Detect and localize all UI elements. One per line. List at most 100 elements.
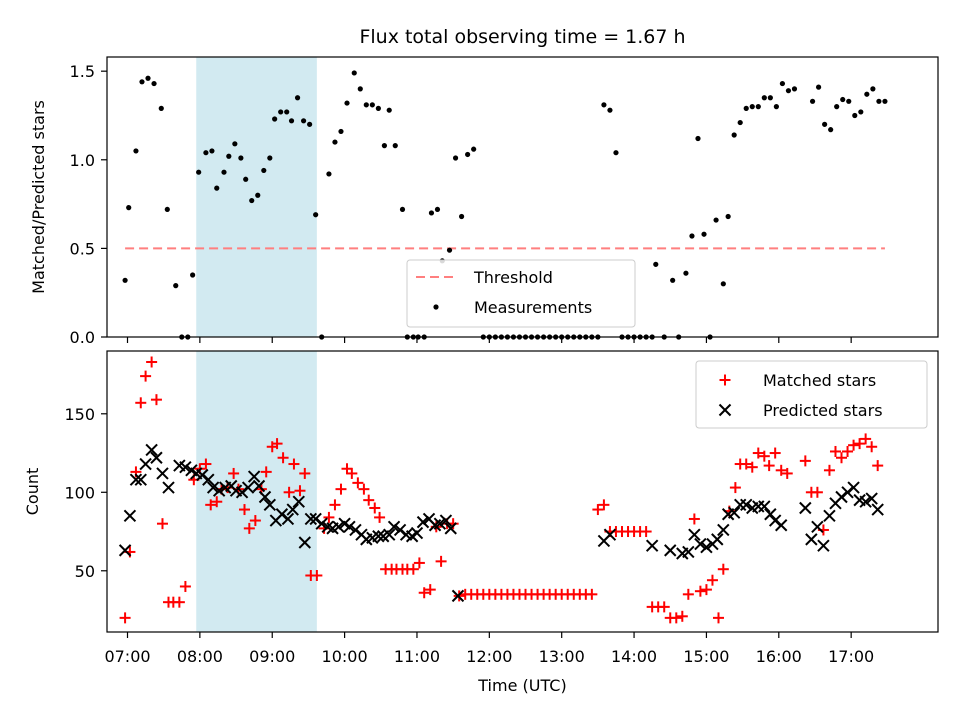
- measurement-point: [214, 185, 220, 191]
- predicted-star-point: [202, 473, 215, 486]
- legend-box: [695, 360, 928, 429]
- predicted-star-point: [727, 506, 741, 519]
- matched-star-point: [811, 486, 823, 498]
- measurement-point: [858, 109, 864, 115]
- x-stroke: [202, 473, 215, 486]
- matched-star-point: [150, 394, 162, 406]
- measurement-point: [840, 96, 846, 103]
- predicted-star-point: [206, 481, 220, 494]
- measurement-point: [284, 109, 290, 115]
- count-plot-frame: [106, 350, 939, 633]
- x-stroke: [645, 539, 659, 552]
- matched-star-point: [823, 464, 835, 476]
- x-stroke: [252, 479, 266, 493]
- x-stroke: [332, 520, 345, 534]
- matched-star-point: [341, 463, 353, 475]
- count-x-tick-label: 14:00: [611, 647, 657, 666]
- x-stroke: [694, 537, 707, 551]
- matched-star-point: [781, 467, 793, 479]
- measurement-point: [876, 98, 882, 104]
- x-stroke: [129, 473, 143, 486]
- x-stroke: [799, 501, 812, 515]
- measurement-point: [446, 247, 453, 253]
- matched-star-point: [311, 569, 323, 581]
- matched-star-point: [369, 502, 381, 514]
- predicted-star-point: [129, 473, 143, 486]
- legend-threshold-label: Threshold: [473, 268, 553, 287]
- matched-star-point: [271, 438, 283, 450]
- legend-measurements-label: Measurements: [474, 298, 592, 317]
- matched-star-point: [140, 370, 152, 382]
- predicted-star-point: [603, 528, 617, 541]
- measurement-point: [695, 135, 701, 142]
- x-stroke: [865, 492, 878, 505]
- measurement-point: [133, 148, 139, 154]
- matched-star-point: [729, 482, 741, 494]
- x-stroke: [711, 533, 724, 546]
- count-x-tick-label: 13:00: [539, 647, 585, 666]
- x-stroke: [156, 467, 169, 480]
- x-stroke: [433, 517, 447, 530]
- ratio-y-tick-label: 0.5: [70, 239, 95, 258]
- x-stroke: [416, 515, 430, 529]
- measurement-point: [151, 80, 157, 87]
- predicted-star-point: [258, 490, 272, 504]
- measurement-point: [164, 206, 170, 213]
- predicted-star-point: [298, 536, 312, 549]
- matched-star-point: [799, 455, 811, 467]
- measurement-point: [670, 277, 676, 283]
- matched-star-point: [670, 612, 682, 624]
- x-stroke: [775, 519, 788, 532]
- chart-title: Flux total observing time = 1.67 h: [359, 26, 685, 48]
- predicted-star-point: [817, 539, 830, 552]
- count-x-tick-label: 15:00: [683, 647, 729, 666]
- x-stroke: [139, 457, 152, 471]
- matched-star-point: [694, 585, 706, 597]
- matched-star-point: [374, 511, 386, 523]
- legend-box: [406, 259, 636, 328]
- x-stroke: [727, 506, 741, 519]
- x-stroke: [740, 498, 753, 512]
- measurement-point: [255, 192, 261, 198]
- predicted-star-point: [433, 517, 447, 530]
- matched-star-point: [640, 526, 652, 538]
- measurement-point: [232, 141, 238, 147]
- measurement-point: [272, 116, 278, 122]
- predicted-star-point: [775, 519, 788, 532]
- predicted-star-point: [410, 526, 424, 540]
- measurement-point: [294, 95, 301, 101]
- count-x-tick-label: 09:00: [249, 647, 295, 666]
- predicted-star-point: [387, 520, 401, 534]
- x-stroke: [387, 520, 401, 534]
- matched-star-point: [335, 483, 347, 495]
- predicted-star-point: [247, 470, 261, 483]
- x-stroke: [212, 484, 226, 497]
- matched-star-point: [717, 563, 729, 575]
- measurement-point: [465, 151, 471, 158]
- matched-star-point: [758, 450, 770, 462]
- x-stroke: [258, 490, 272, 504]
- x-stroke: [764, 508, 777, 521]
- predicted-star-point: [694, 537, 707, 551]
- measurement-point: [381, 143, 388, 149]
- predicted-star-point: [764, 508, 777, 521]
- matched-star-point: [676, 610, 688, 622]
- measurement-point: [428, 210, 435, 216]
- x-stroke: [383, 528, 396, 541]
- predicted-star-point: [281, 512, 295, 526]
- predicted-star-point: [805, 533, 818, 546]
- matched-star-point: [358, 483, 370, 495]
- measurement-point: [834, 104, 840, 110]
- matched-star-point: [848, 439, 860, 451]
- matched-star-point: [146, 356, 158, 368]
- count-y-axis-label: Count: [23, 468, 42, 516]
- measurement-point: [158, 105, 164, 111]
- matched-star-point: [243, 522, 255, 534]
- measurement-point: [749, 104, 755, 110]
- predicted-star-point: [444, 522, 457, 535]
- measurement-point: [725, 213, 731, 220]
- x-stroke: [664, 544, 677, 557]
- matched-star-point: [700, 584, 712, 596]
- x-stroke: [292, 495, 305, 508]
- measurement-point: [196, 169, 202, 175]
